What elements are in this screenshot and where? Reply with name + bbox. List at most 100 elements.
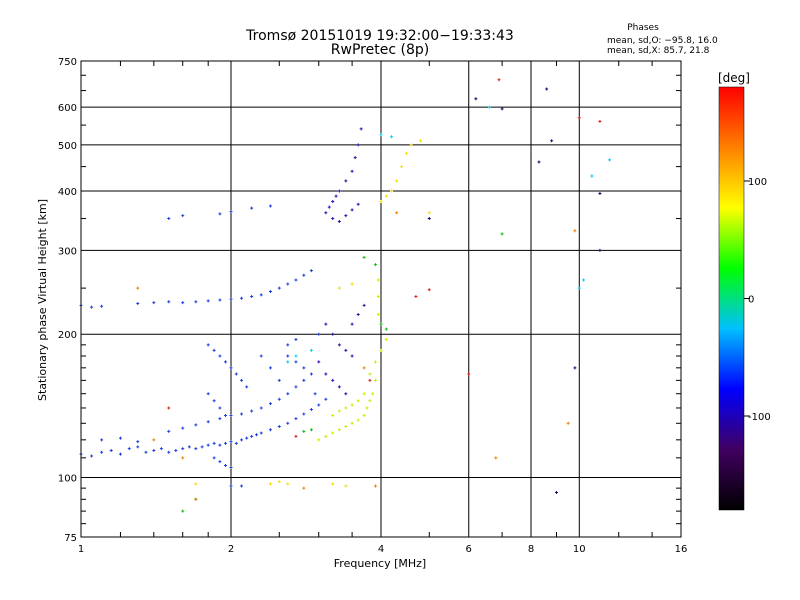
x-tick-label: 6 [466, 544, 472, 555]
data-point [379, 348, 383, 352]
data-point [309, 407, 313, 411]
data-point [268, 204, 272, 208]
data-point [350, 322, 354, 326]
data-point [181, 509, 185, 513]
data-point [356, 202, 360, 206]
data-point [194, 423, 198, 427]
data-point [229, 413, 233, 417]
colorbar-tick-label: 100 [748, 177, 767, 188]
data-point [194, 497, 198, 501]
data-point [181, 214, 185, 218]
data-point [390, 135, 394, 139]
data-point [250, 295, 254, 299]
data-point [152, 438, 156, 442]
x-tick-label: 1 [78, 544, 84, 555]
data-point [206, 392, 210, 396]
data-point [317, 360, 321, 364]
data-point [356, 418, 360, 422]
data-point [277, 424, 281, 428]
data-point [294, 360, 298, 364]
data-point [118, 436, 122, 440]
data-point [418, 139, 422, 143]
data-point [337, 189, 341, 193]
data-point [212, 441, 216, 445]
data-point [362, 255, 366, 259]
data-point [286, 360, 290, 364]
data-point [250, 409, 254, 413]
data-point [590, 174, 594, 178]
data-point [356, 399, 360, 403]
colorbar [718, 86, 745, 511]
data-point [379, 322, 383, 326]
data-point [187, 445, 191, 449]
data-point [350, 354, 354, 358]
data-point [159, 447, 163, 451]
data-point [259, 431, 263, 435]
data-point [409, 143, 413, 147]
data-point [368, 378, 372, 382]
data-point [317, 438, 321, 442]
data-point [474, 97, 478, 101]
data-point [229, 484, 233, 488]
data-point [302, 378, 306, 382]
data-point [181, 447, 185, 451]
data-point [374, 378, 378, 382]
data-point [294, 385, 298, 389]
data-point [200, 445, 204, 449]
data-point [379, 133, 383, 137]
data-point [240, 296, 244, 300]
data-point [334, 194, 338, 198]
data-point [427, 211, 431, 215]
y-tick-label: 400 [58, 187, 77, 198]
data-point [327, 205, 331, 209]
data-point [100, 438, 104, 442]
data-point [313, 392, 317, 396]
data-point [350, 421, 354, 425]
data-point [259, 406, 263, 410]
data-point [224, 360, 228, 364]
data-point [206, 443, 210, 447]
data-point [337, 220, 341, 224]
data-point [194, 482, 198, 486]
data-point [467, 372, 471, 376]
data-point [331, 482, 335, 486]
data-point [331, 200, 335, 204]
data-point [577, 116, 581, 120]
data-point [537, 160, 541, 164]
data-point [324, 434, 328, 438]
data-point [337, 286, 341, 290]
y-tick-label: 200 [58, 330, 77, 341]
data-point [181, 456, 185, 460]
data-point [427, 288, 431, 292]
data-point [229, 297, 233, 301]
data-point [497, 78, 501, 82]
data-point [344, 214, 348, 218]
data-point [331, 378, 335, 382]
data-point [218, 298, 222, 302]
data-point [337, 428, 341, 432]
data-point [240, 438, 244, 442]
data-point [608, 158, 612, 162]
data-point [344, 348, 348, 352]
data-point [218, 212, 222, 216]
data-point [573, 366, 577, 370]
data-point [167, 406, 171, 410]
data-point [362, 392, 366, 396]
data-point [427, 217, 431, 221]
data-point [167, 429, 171, 433]
data-point [350, 403, 354, 407]
data-point [365, 406, 369, 410]
data-point [286, 482, 290, 486]
data-point [356, 313, 360, 317]
data-point [302, 273, 306, 277]
data-point [277, 286, 281, 290]
x-tick-label: 16 [675, 544, 688, 555]
y-tick-label: 750 [58, 57, 77, 68]
data-point [344, 179, 348, 183]
data-point [317, 403, 321, 407]
data-point [245, 385, 249, 389]
data-point [500, 107, 504, 111]
y-tick-label: 100 [58, 474, 77, 485]
phases-x-stats: mean, sd,X: 85.7, 21.8 [607, 46, 710, 56]
